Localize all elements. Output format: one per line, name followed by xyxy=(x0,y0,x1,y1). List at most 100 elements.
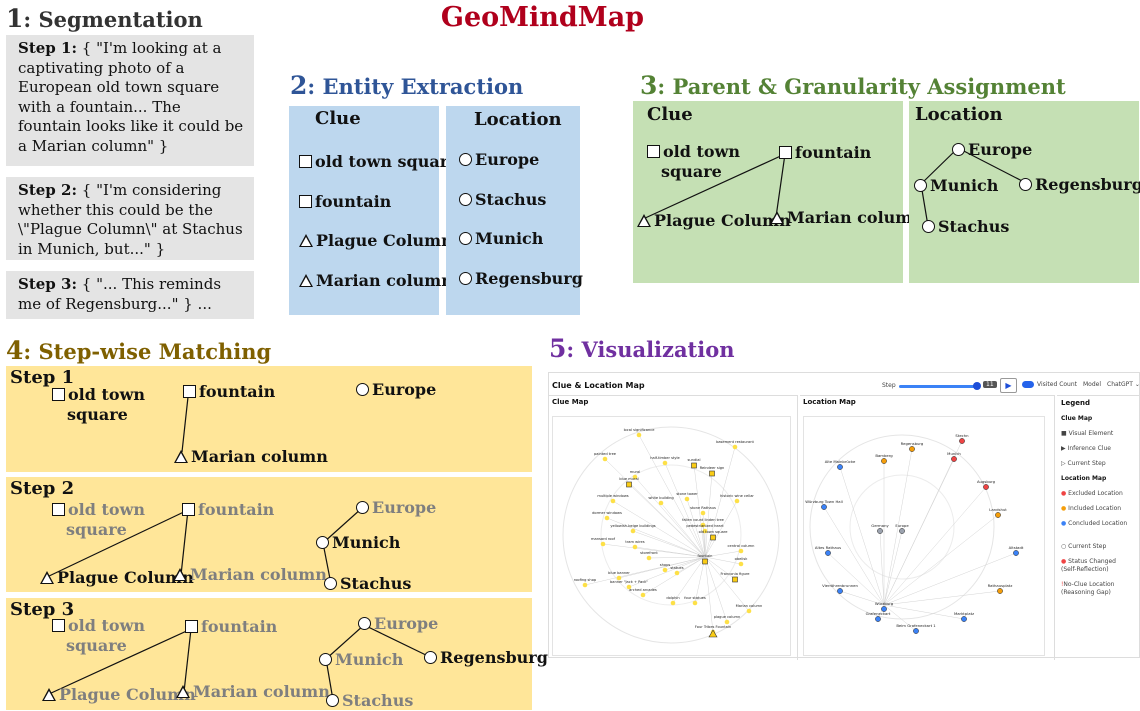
svg-text:Beim Grafeneckart 1: Beim Grafeneckart 1 xyxy=(896,623,936,628)
svg-text:sundial: sundial xyxy=(688,458,701,462)
viz-legend: Legend Clue Map ■ Visual Element ▶ Infer… xyxy=(1057,395,1140,660)
matching-step-2-munich: Munich xyxy=(316,533,400,553)
square-icon xyxy=(52,619,65,632)
svg-text:blue mural: blue mural xyxy=(619,477,638,481)
extraction-clue-header: Clue xyxy=(315,108,361,129)
blue-dot-icon: ● xyxy=(1061,520,1067,527)
svg-text:Altstadt: Altstadt xyxy=(1009,545,1024,550)
extraction-clue-fountain: fountain xyxy=(299,192,391,212)
svg-text:old town square: old town square xyxy=(699,530,729,534)
assignment-location-header: Location xyxy=(915,104,1003,125)
segmentation-step-2: Step 2: { "I'm considering whether this … xyxy=(6,177,254,260)
circle-icon xyxy=(459,272,472,285)
svg-text:basement restaurant: basement restaurant xyxy=(716,440,754,444)
matching-step-1-marian-column: Marian column xyxy=(174,447,328,467)
triangle-icon xyxy=(174,450,188,463)
viz-clue-map-title: Clue Map xyxy=(552,398,589,406)
matching-step-1-old-town: old town xyxy=(52,385,145,405)
viz-location-graph: Stechn Regensburg Munich Alte Mainbrücke Bam… xyxy=(805,433,1024,634)
viz-legend-no-clue: !No-Clue Location (Reasoning Gap) xyxy=(1061,581,1115,596)
svg-text:Reindeer sign: Reindeer sign xyxy=(700,466,725,470)
svg-text:fountain: fountain xyxy=(698,554,713,558)
extraction-location-panel: Location Europe Stachus Munich Regensbur… xyxy=(446,106,583,315)
extraction-clue-marian-column: Marian column xyxy=(299,271,453,291)
matching-step-3-fountain: fountain xyxy=(185,617,277,637)
viz-visited-toggle[interactable] xyxy=(1022,381,1034,388)
circle-icon xyxy=(326,694,339,707)
assignment-clue-fountain: fountain xyxy=(779,143,871,163)
matching-step-2-fountain: fountain xyxy=(182,500,274,520)
viz-legend-included: ● Included Location xyxy=(1061,505,1122,512)
viz-legend-inference-clue: ▶ Inference Clue xyxy=(1061,445,1111,452)
matching-step-2-stachus: Stachus xyxy=(324,574,411,594)
circle-icon xyxy=(356,501,369,514)
circle-icon xyxy=(356,383,369,396)
triangle-icon xyxy=(176,685,190,698)
viz-step-slider-handle[interactable] xyxy=(973,382,981,390)
matching-step-3-europe: Europe xyxy=(358,614,438,634)
svg-text:Bamberg: Bamberg xyxy=(875,453,893,458)
svg-text:banner "Jack + Pack": banner "Jack + Pack" xyxy=(610,580,648,584)
assignment-clue-header: Clue xyxy=(647,104,693,125)
viz-legend-title: Legend xyxy=(1061,399,1090,407)
extraction-location-stachus: Stachus xyxy=(459,190,546,210)
square-icon xyxy=(299,195,312,208)
viz-clue-map-canvas[interactable]: local significance basement restaurant pai… xyxy=(552,416,791,656)
extraction-clue-panel: Clue old town square fountain Plague Col… xyxy=(289,106,458,315)
segmentation-step-3: Step 3: { "... This reminds me of Regens… xyxy=(6,271,254,319)
viz-legend-excluded: ● Excluded Location xyxy=(1061,490,1123,497)
circle-icon xyxy=(459,153,472,166)
assignment-clue-panel: Clue old town square fountain Plague Col… xyxy=(633,101,924,283)
section-segmentation-heading: 1: Segmentation xyxy=(6,4,203,33)
svg-text:painted tree: painted tree xyxy=(594,452,617,456)
svg-text:central column: central column xyxy=(728,544,755,548)
assignment-clue-old-town: old town xyxy=(647,142,740,162)
circle-icon xyxy=(922,220,935,233)
viz-step-label: Step xyxy=(882,382,896,389)
viz-play-button[interactable]: ▶ xyxy=(1000,378,1017,393)
svg-text:historic wine cellar: historic wine cellar xyxy=(720,494,754,498)
triangle-icon xyxy=(173,568,187,581)
svg-text:Stechn: Stechn xyxy=(955,433,969,438)
svg-text:Munich: Munich xyxy=(947,451,961,456)
svg-text:Landshut: Landshut xyxy=(989,507,1007,512)
viz-location-map-canvas[interactable]: Stechn Regensburg Munich Alte Mainbrücke Bam… xyxy=(803,416,1045,656)
red-dot-icon: ● xyxy=(1061,558,1067,565)
assignment-clue-edges xyxy=(642,153,786,220)
extraction-clue-plague-column: Plague Column xyxy=(299,231,453,251)
viz-step-value: 11 xyxy=(983,381,997,388)
svg-text:obelisk: obelisk xyxy=(735,557,749,561)
triangle-icon xyxy=(637,214,651,227)
svg-text:Altes Rathaus: Altes Rathaus xyxy=(815,545,841,550)
svg-text:Marian column: Marian column xyxy=(736,604,763,608)
circle-icon xyxy=(914,179,927,192)
viz-model-label: Model xyxy=(1083,381,1102,388)
svg-text:dolphin: dolphin xyxy=(666,596,679,600)
svg-text:blue banner: blue banner xyxy=(608,571,630,575)
viz-step-slider[interactable] xyxy=(899,385,977,388)
matching-step-2-marian-column: Marian column xyxy=(173,565,327,585)
svg-text:Four Tribes Fountain: Four Tribes Fountain xyxy=(695,625,731,629)
svg-text:tram wires: tram wires xyxy=(625,540,644,544)
viz-location-map-pane: Location Map Stechn Regensburg Munich Alte … xyxy=(800,395,1055,660)
svg-text:Marktplatz: Marktplatz xyxy=(954,611,974,616)
visualization-app: Clue & Location Map Step 11 ▶ Visited Co… xyxy=(548,372,1140,660)
circle-icon xyxy=(319,653,332,666)
square-icon xyxy=(185,620,198,633)
matching-step-2-old-town: old town xyxy=(52,500,145,520)
svg-text:white building: white building xyxy=(648,496,673,500)
filled-square-icon: ■ xyxy=(1061,430,1067,437)
matching-step-3-panel: Step 3 old town square fountain Plague C… xyxy=(6,598,548,711)
viz-model-select[interactable]: ChatGPT ⌄ xyxy=(1107,381,1140,388)
section-entity-extraction-heading: 2: Entity Extraction xyxy=(290,71,524,100)
matching-step-3-stachus: Stachus xyxy=(326,691,413,711)
svg-text:Grafeneckart: Grafeneckart xyxy=(866,611,891,616)
square-icon xyxy=(779,146,792,159)
viz-clue-graph: local significance basement restaurant pai… xyxy=(562,426,780,644)
svg-text:stone Rathaus: stone Rathaus xyxy=(690,506,716,510)
svg-text:multiple windows: multiple windows xyxy=(597,494,628,498)
svg-text:Würzburg: Würzburg xyxy=(875,601,894,606)
assignment-location-stachus: Stachus xyxy=(922,217,1009,237)
page-title: GeoMindMap xyxy=(440,2,645,33)
exclamation-icon: ! xyxy=(1061,581,1064,588)
